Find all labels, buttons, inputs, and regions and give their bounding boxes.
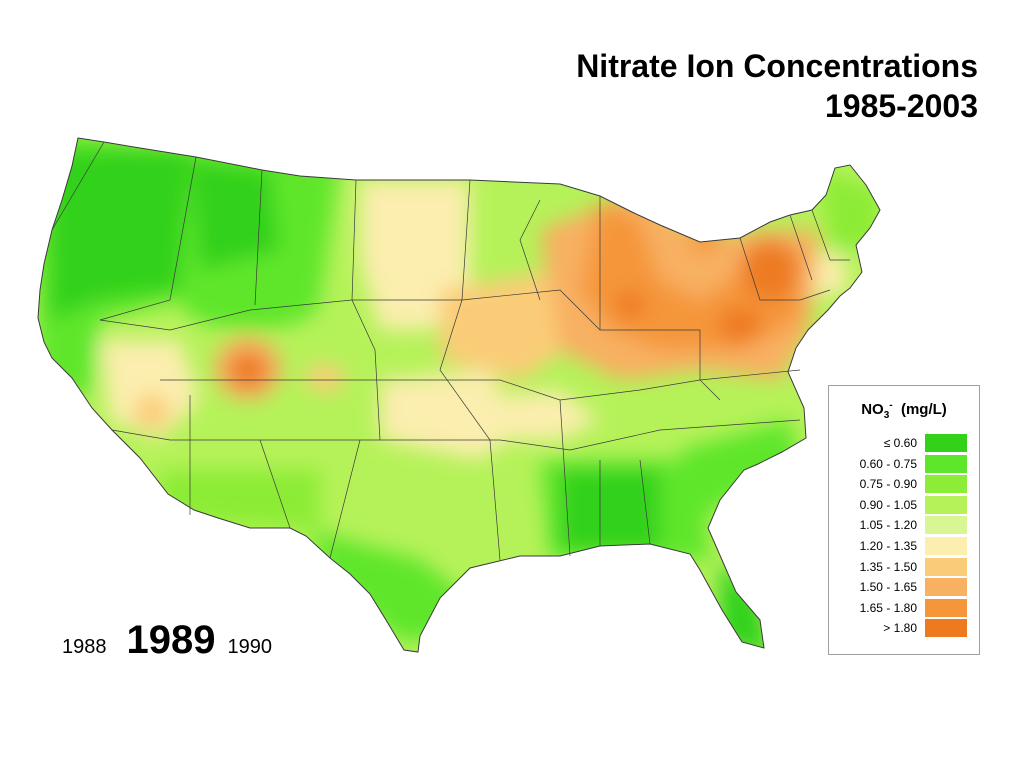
legend-label: 1.05 - 1.20 xyxy=(859,518,917,533)
legend-swatch xyxy=(925,495,967,514)
legend-title-unit: (mg/L) xyxy=(900,401,947,418)
legend-row: ≤ 0.60 xyxy=(829,434,979,452)
legend-swatch xyxy=(925,454,967,473)
concentration-legend: NO3- (mg/L) ≤ 0.60 0.60 - 0.75 0.75 - 0.90… xyxy=(828,385,980,655)
legend-swatch xyxy=(925,434,967,452)
next-year-link[interactable]: 1990 xyxy=(227,636,272,658)
current-year: 1989 xyxy=(126,618,216,662)
year-navigator: 1988 1989 1990 xyxy=(62,618,272,668)
legend-swatch xyxy=(925,578,967,597)
legend-row: 1.20 - 1.35 xyxy=(829,537,979,555)
legend-label: ≤ 0.60 xyxy=(883,436,917,450)
legend-label: > 1.80 xyxy=(883,621,917,636)
legend-title-ion: NO xyxy=(861,401,884,418)
legend-label: 0.60 - 0.75 xyxy=(859,456,917,471)
legend-row: 1.05 - 1.20 xyxy=(829,516,979,535)
legend-swatch xyxy=(925,516,967,535)
legend-swatch xyxy=(925,598,967,617)
legend-swatch xyxy=(925,619,967,638)
legend-row: 0.90 - 1.05 xyxy=(829,495,979,514)
legend-title-subscript: 3 xyxy=(883,410,890,421)
legend-label: 1.65 - 1.80 xyxy=(859,600,917,615)
legend-row: 1.35 - 1.50 xyxy=(829,557,979,576)
legend-row: 0.60 - 0.75 xyxy=(829,454,979,473)
legend-title-superscript: - xyxy=(889,400,893,411)
legend-row: > 1.80 xyxy=(829,619,979,638)
legend-label: 1.50 - 1.65 xyxy=(859,580,917,595)
legend-swatch xyxy=(925,537,967,555)
title-line-2: 1985-2003 xyxy=(824,88,978,124)
legend-row: 0.75 - 0.90 xyxy=(829,475,979,494)
map-title: Nitrate Ion Concentrations 1985-2003 xyxy=(576,46,978,126)
legend-row: 1.65 - 1.80 xyxy=(829,598,979,617)
previous-year-link[interactable]: 1988 xyxy=(62,636,107,658)
legend-label: 1.35 - 1.50 xyxy=(859,559,917,574)
legend-label: 0.75 - 0.90 xyxy=(859,477,917,492)
legend-label: 1.20 - 1.35 xyxy=(859,539,917,553)
title-line-1: Nitrate Ion Concentrations xyxy=(576,48,978,84)
legend-label: 0.90 - 1.05 xyxy=(859,497,917,512)
legend-title: NO3- (mg/L) xyxy=(829,400,979,421)
state-borders xyxy=(51,141,850,561)
legend-swatch xyxy=(925,475,967,494)
legend-row: 1.50 - 1.65 xyxy=(829,578,979,597)
legend-swatch xyxy=(925,557,967,576)
concentration-field xyxy=(38,138,880,652)
